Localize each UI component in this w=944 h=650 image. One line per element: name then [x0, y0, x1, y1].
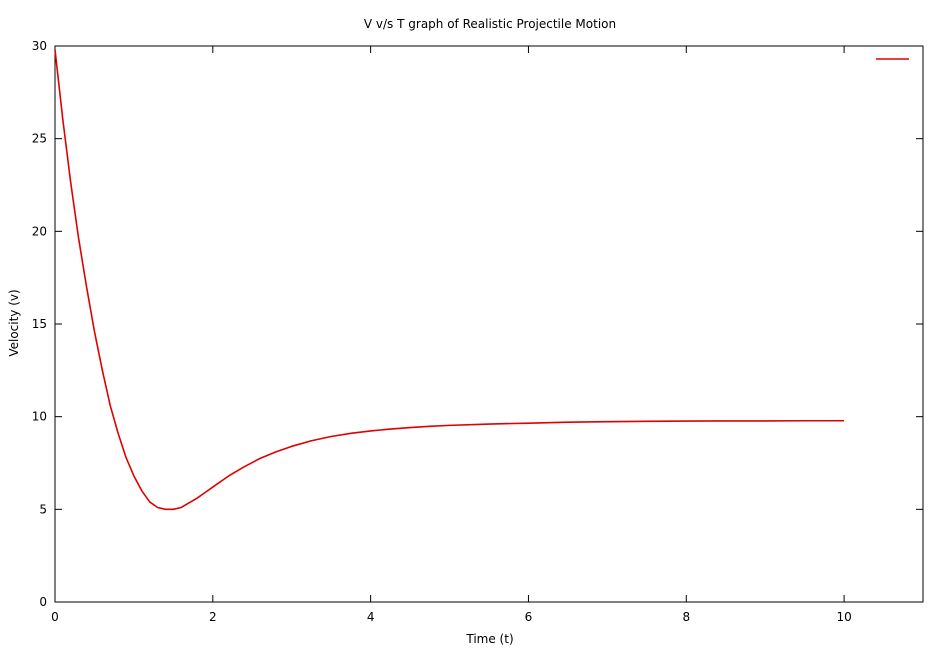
plot-frame: [54, 45, 924, 603]
series-layer: [54, 49, 845, 511]
y-tick-label: 0: [39, 595, 47, 609]
x-tick-label: 4: [367, 610, 375, 624]
y-tick-label: 30: [32, 39, 47, 53]
series-line: [54, 49, 845, 511]
x-tick-label: 0: [51, 610, 59, 624]
chart-title: V v/s T graph of Realistic Projectile Mo…: [364, 17, 616, 31]
x-axis-title: Time (t): [465, 632, 513, 646]
x-tick-label: 8: [682, 610, 690, 624]
x-tick-label: 2: [209, 610, 217, 624]
y-tick-label: 15: [32, 317, 47, 331]
x-tick-label: 10: [836, 610, 851, 624]
y-tick-label: 25: [32, 132, 47, 146]
y-tick-label: 5: [39, 502, 47, 516]
y-tick-label: 20: [32, 224, 47, 238]
ticks-layer: 0 2 4 6 8 10 0 5 10 15 20 25 30: [32, 39, 923, 624]
y-axis-title: Velocity (v): [7, 289, 21, 356]
y-tick-label: 10: [32, 410, 47, 424]
x-tick-label: 6: [525, 610, 533, 624]
